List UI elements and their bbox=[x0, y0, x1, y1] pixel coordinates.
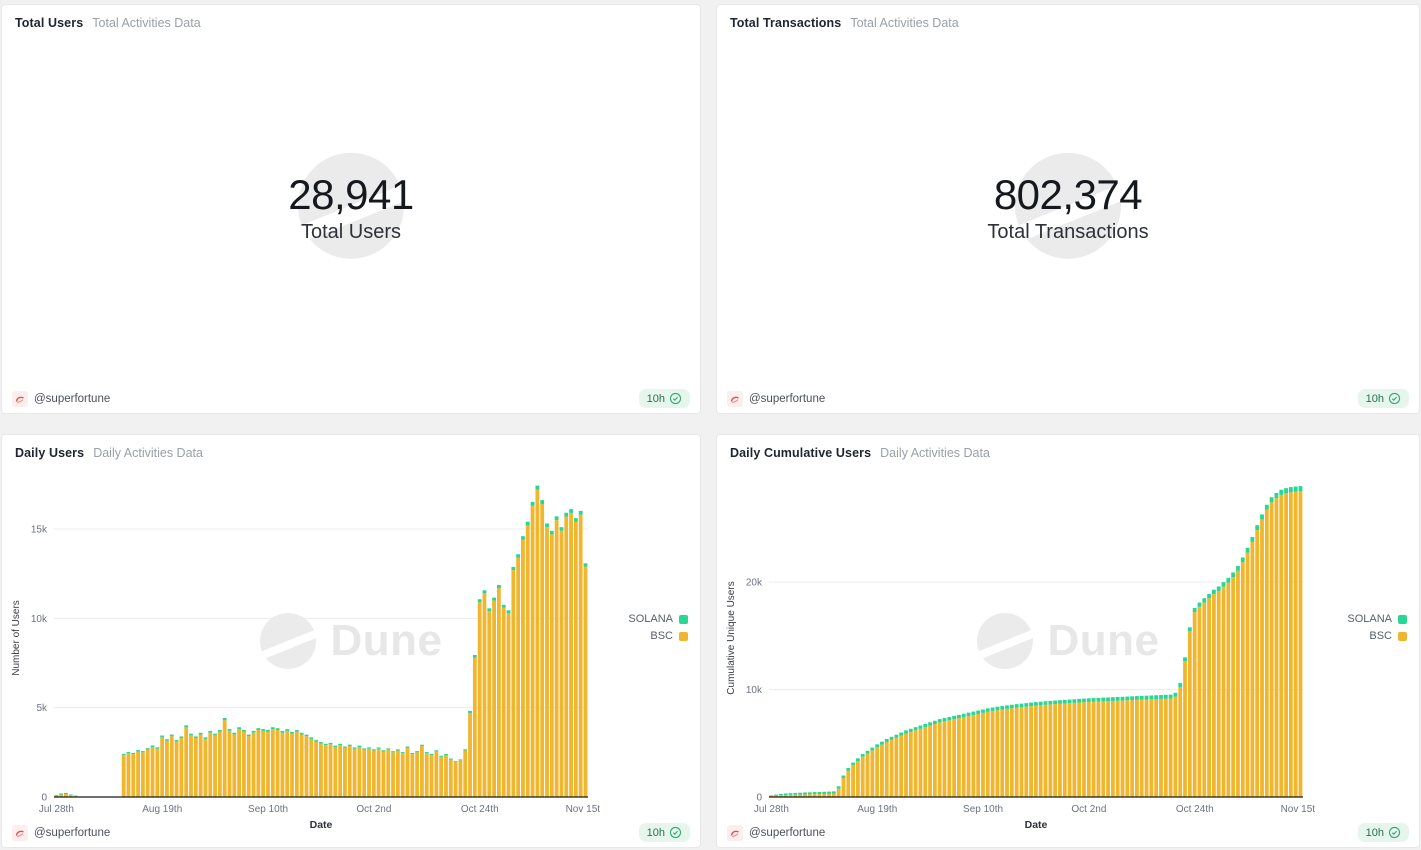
panel-footer: @superfortune 10h bbox=[717, 389, 1419, 408]
author-avatar-icon bbox=[727, 390, 743, 407]
svg-text:Sep 10th: Sep 10th bbox=[963, 804, 1003, 815]
check-circle-icon bbox=[1388, 826, 1401, 839]
author-link[interactable]: @superfortune bbox=[12, 824, 111, 841]
counter-value: 28,941 bbox=[288, 171, 414, 219]
svg-text:Oct 24th: Oct 24th bbox=[1176, 804, 1214, 815]
panel-title-link[interactable]: Total Users bbox=[15, 16, 84, 30]
author-name: @superfortune bbox=[34, 392, 111, 405]
counter-label: Total Users bbox=[300, 220, 402, 243]
svg-text:Jul 28th: Jul 28th bbox=[754, 804, 789, 815]
author-name: @superfortune bbox=[34, 826, 111, 839]
panel-footer: @superfortune 10h bbox=[717, 823, 1419, 842]
legend-swatch-icon bbox=[1398, 614, 1407, 624]
panel-header: Total Transactions Total Activities Data bbox=[717, 5, 1419, 36]
svg-text:Cumulative Unique Users: Cumulative Unique Users bbox=[726, 581, 737, 694]
svg-text:Date: Date bbox=[310, 819, 333, 831]
svg-text:10k: 10k bbox=[746, 685, 763, 696]
panel-footer: @superfortune 10h bbox=[2, 389, 700, 408]
svg-text:Sep 10th: Sep 10th bbox=[248, 804, 288, 815]
author-avatar-icon bbox=[12, 390, 28, 407]
panel-title-link[interactable]: Daily Cumulative Users bbox=[730, 446, 872, 460]
svg-text:Nov 15th: Nov 15th bbox=[566, 804, 600, 815]
author-name: @superfortune bbox=[749, 826, 826, 839]
refresh-badge[interactable]: 10h bbox=[1357, 389, 1409, 408]
panel-subtitle-link[interactable]: Daily Activities Data bbox=[880, 446, 990, 460]
svg-text:0: 0 bbox=[41, 793, 47, 804]
counter-value: 802,374 bbox=[993, 171, 1143, 219]
refresh-badge[interactable]: 10h bbox=[638, 389, 690, 408]
svg-text:0: 0 bbox=[756, 793, 762, 804]
panel-header: Daily Cumulative Users Daily Activities … bbox=[717, 435, 1419, 466]
dune-logo-icon bbox=[1015, 152, 1121, 259]
panel-title-link[interactable]: Total Transactions bbox=[730, 16, 842, 30]
svg-text:Oct 2nd: Oct 2nd bbox=[1071, 804, 1106, 815]
author-link[interactable]: @superfortune bbox=[12, 390, 111, 407]
svg-text:Oct 24th: Oct 24th bbox=[461, 804, 499, 815]
panel-daily-cumulative-users: Daily Cumulative Users Daily Activities … bbox=[716, 434, 1420, 848]
svg-text:Date: Date bbox=[1025, 819, 1048, 831]
legend-item-solana[interactable]: SOLANA bbox=[1347, 613, 1407, 625]
panel-subtitle-link[interactable]: Total Activities Data bbox=[850, 16, 959, 30]
refresh-badge[interactable]: 10h bbox=[1357, 823, 1409, 842]
refresh-age: 10h bbox=[1365, 826, 1384, 839]
author-avatar-icon bbox=[727, 824, 743, 841]
dune-logo-icon bbox=[298, 152, 404, 259]
legend-swatch-icon bbox=[1398, 631, 1407, 641]
chart-legend: SOLANA BSC bbox=[628, 613, 688, 642]
legend-item-bsc[interactable]: BSC bbox=[1369, 630, 1407, 642]
author-name: @superfortune bbox=[749, 392, 826, 405]
panel-total-users: Total Users Total Activities Data 28,941… bbox=[1, 4, 701, 414]
panel-header: Daily Users Daily Activities Data bbox=[2, 435, 700, 466]
counter: 802,374 Total Transactions bbox=[717, 37, 1419, 379]
svg-text:Nov 15th: Nov 15th bbox=[1281, 804, 1315, 815]
svg-text:15k: 15k bbox=[31, 525, 48, 536]
svg-text:Aug 19th: Aug 19th bbox=[857, 804, 897, 815]
panel-header: Total Users Total Activities Data bbox=[2, 5, 700, 36]
author-avatar-icon bbox=[12, 824, 28, 841]
svg-text:Aug 19th: Aug 19th bbox=[142, 804, 182, 815]
svg-text:Oct 2nd: Oct 2nd bbox=[356, 804, 391, 815]
refresh-age: 10h bbox=[646, 826, 665, 839]
svg-text:10k: 10k bbox=[31, 614, 48, 625]
panel-subtitle-link[interactable]: Total Activities Data bbox=[92, 16, 201, 30]
panel-subtitle-link[interactable]: Daily Activities Data bbox=[93, 446, 203, 460]
chart-legend: SOLANA BSC bbox=[1347, 613, 1407, 642]
svg-text:20k: 20k bbox=[746, 578, 763, 589]
counter-label: Total Transactions bbox=[987, 220, 1149, 243]
daily-users-chart[interactable]: 0 5k 10k 15k Jul 28th Aug 19th Sep 10th Oct 2nd… bbox=[8, 465, 606, 842]
legend-swatch-icon bbox=[679, 614, 688, 624]
author-link[interactable]: @superfortune bbox=[727, 390, 826, 407]
refresh-age: 10h bbox=[646, 392, 665, 405]
panel-footer: @superfortune 10h bbox=[2, 823, 700, 842]
svg-text:Number of Users: Number of Users bbox=[11, 600, 22, 676]
legend-item-bsc[interactable]: BSC bbox=[650, 630, 688, 642]
panel-total-transactions: Total Transactions Total Activities Data… bbox=[716, 4, 1420, 414]
panel-title-link[interactable]: Daily Users bbox=[15, 446, 85, 460]
refresh-badge[interactable]: 10h bbox=[638, 823, 690, 842]
svg-text:Jul 28th: Jul 28th bbox=[39, 804, 74, 815]
check-circle-icon bbox=[1388, 392, 1401, 405]
daily-cumulative-users-chart[interactable]: 0 10k 20k Jul 28th Aug 19th Sep 10th Oct 2nd Oc… bbox=[723, 465, 1321, 842]
counter: 28,941 Total Users bbox=[2, 37, 700, 379]
check-circle-icon bbox=[669, 392, 682, 405]
legend-swatch-icon bbox=[679, 631, 688, 641]
svg-text:5k: 5k bbox=[36, 703, 48, 714]
legend-item-solana[interactable]: SOLANA bbox=[628, 613, 688, 625]
check-circle-icon bbox=[669, 826, 682, 839]
refresh-age: 10h bbox=[1365, 392, 1384, 405]
author-link[interactable]: @superfortune bbox=[727, 824, 826, 841]
panel-daily-users: Daily Users Daily Activities Data Dune 0… bbox=[1, 434, 701, 848]
